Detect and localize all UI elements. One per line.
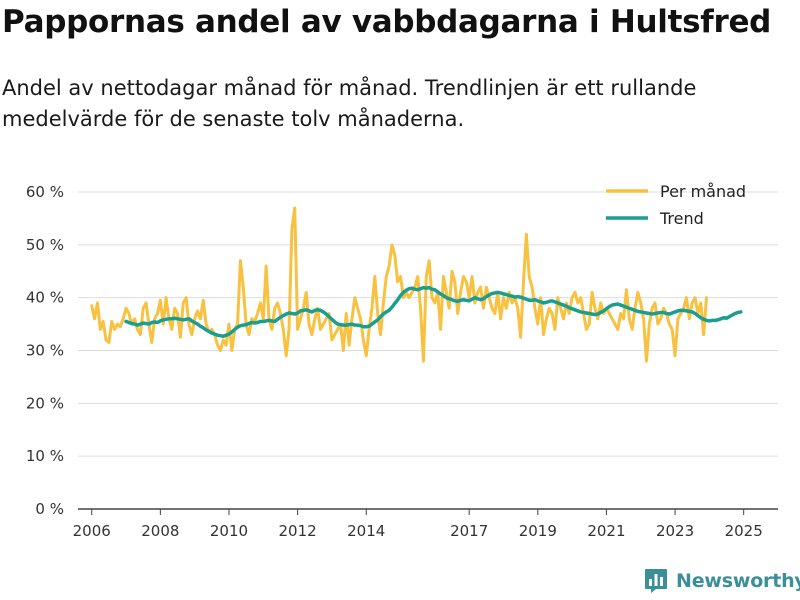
y-tick-label: 20 % [26, 394, 64, 412]
legend-label-per-manad: Per månad [660, 182, 746, 201]
x-tick-label: 2014 [347, 522, 385, 540]
x-tick-label: 2012 [279, 522, 317, 540]
x-tick-label: 2021 [587, 522, 625, 540]
x-axis: 2006 2008 2010 2012 2014 2017 2019 2021 2023 2025 [73, 509, 763, 540]
x-tick-label: 2019 [519, 522, 557, 540]
chart-subtitle: Andel av nettodagar månad för månad. Tre… [2, 76, 697, 131]
x-tick-label: 2023 [656, 522, 694, 540]
series-line-per-manad [90, 206, 708, 363]
newsworthy-logo: Newsworthy [644, 568, 800, 594]
brand-name: Newsworthy [676, 570, 800, 592]
y-tick-label: 30 % [26, 342, 64, 360]
gridlines [78, 191, 778, 510]
x-tick-label: 2010 [210, 522, 248, 540]
legend: Per månad Trend [606, 182, 746, 228]
y-tick-label: 40 % [26, 289, 64, 307]
y-tick-label: 0 % [35, 500, 64, 518]
x-tick-label: 2025 [725, 522, 763, 540]
chart-title: Pappornas andel av vabbdagarna i Hultsfr… [2, 4, 772, 40]
y-tick-label: 60 % [26, 183, 64, 201]
legend-label-trend: Trend [659, 209, 704, 228]
y-axis-tick-labels: 0 % 10 % 20 % 30 % 40 % 50 % 60 % [26, 183, 64, 518]
y-tick-label: 10 % [26, 447, 64, 465]
x-tick-label: 2008 [141, 522, 179, 540]
y-tick-label: 50 % [26, 236, 64, 254]
x-tick-label: 2017 [450, 522, 488, 540]
series-line-trend [124, 285, 743, 338]
bar-chart-logo-icon [645, 569, 667, 593]
x-tick-label: 2006 [73, 522, 111, 540]
series-lines [90, 206, 743, 363]
